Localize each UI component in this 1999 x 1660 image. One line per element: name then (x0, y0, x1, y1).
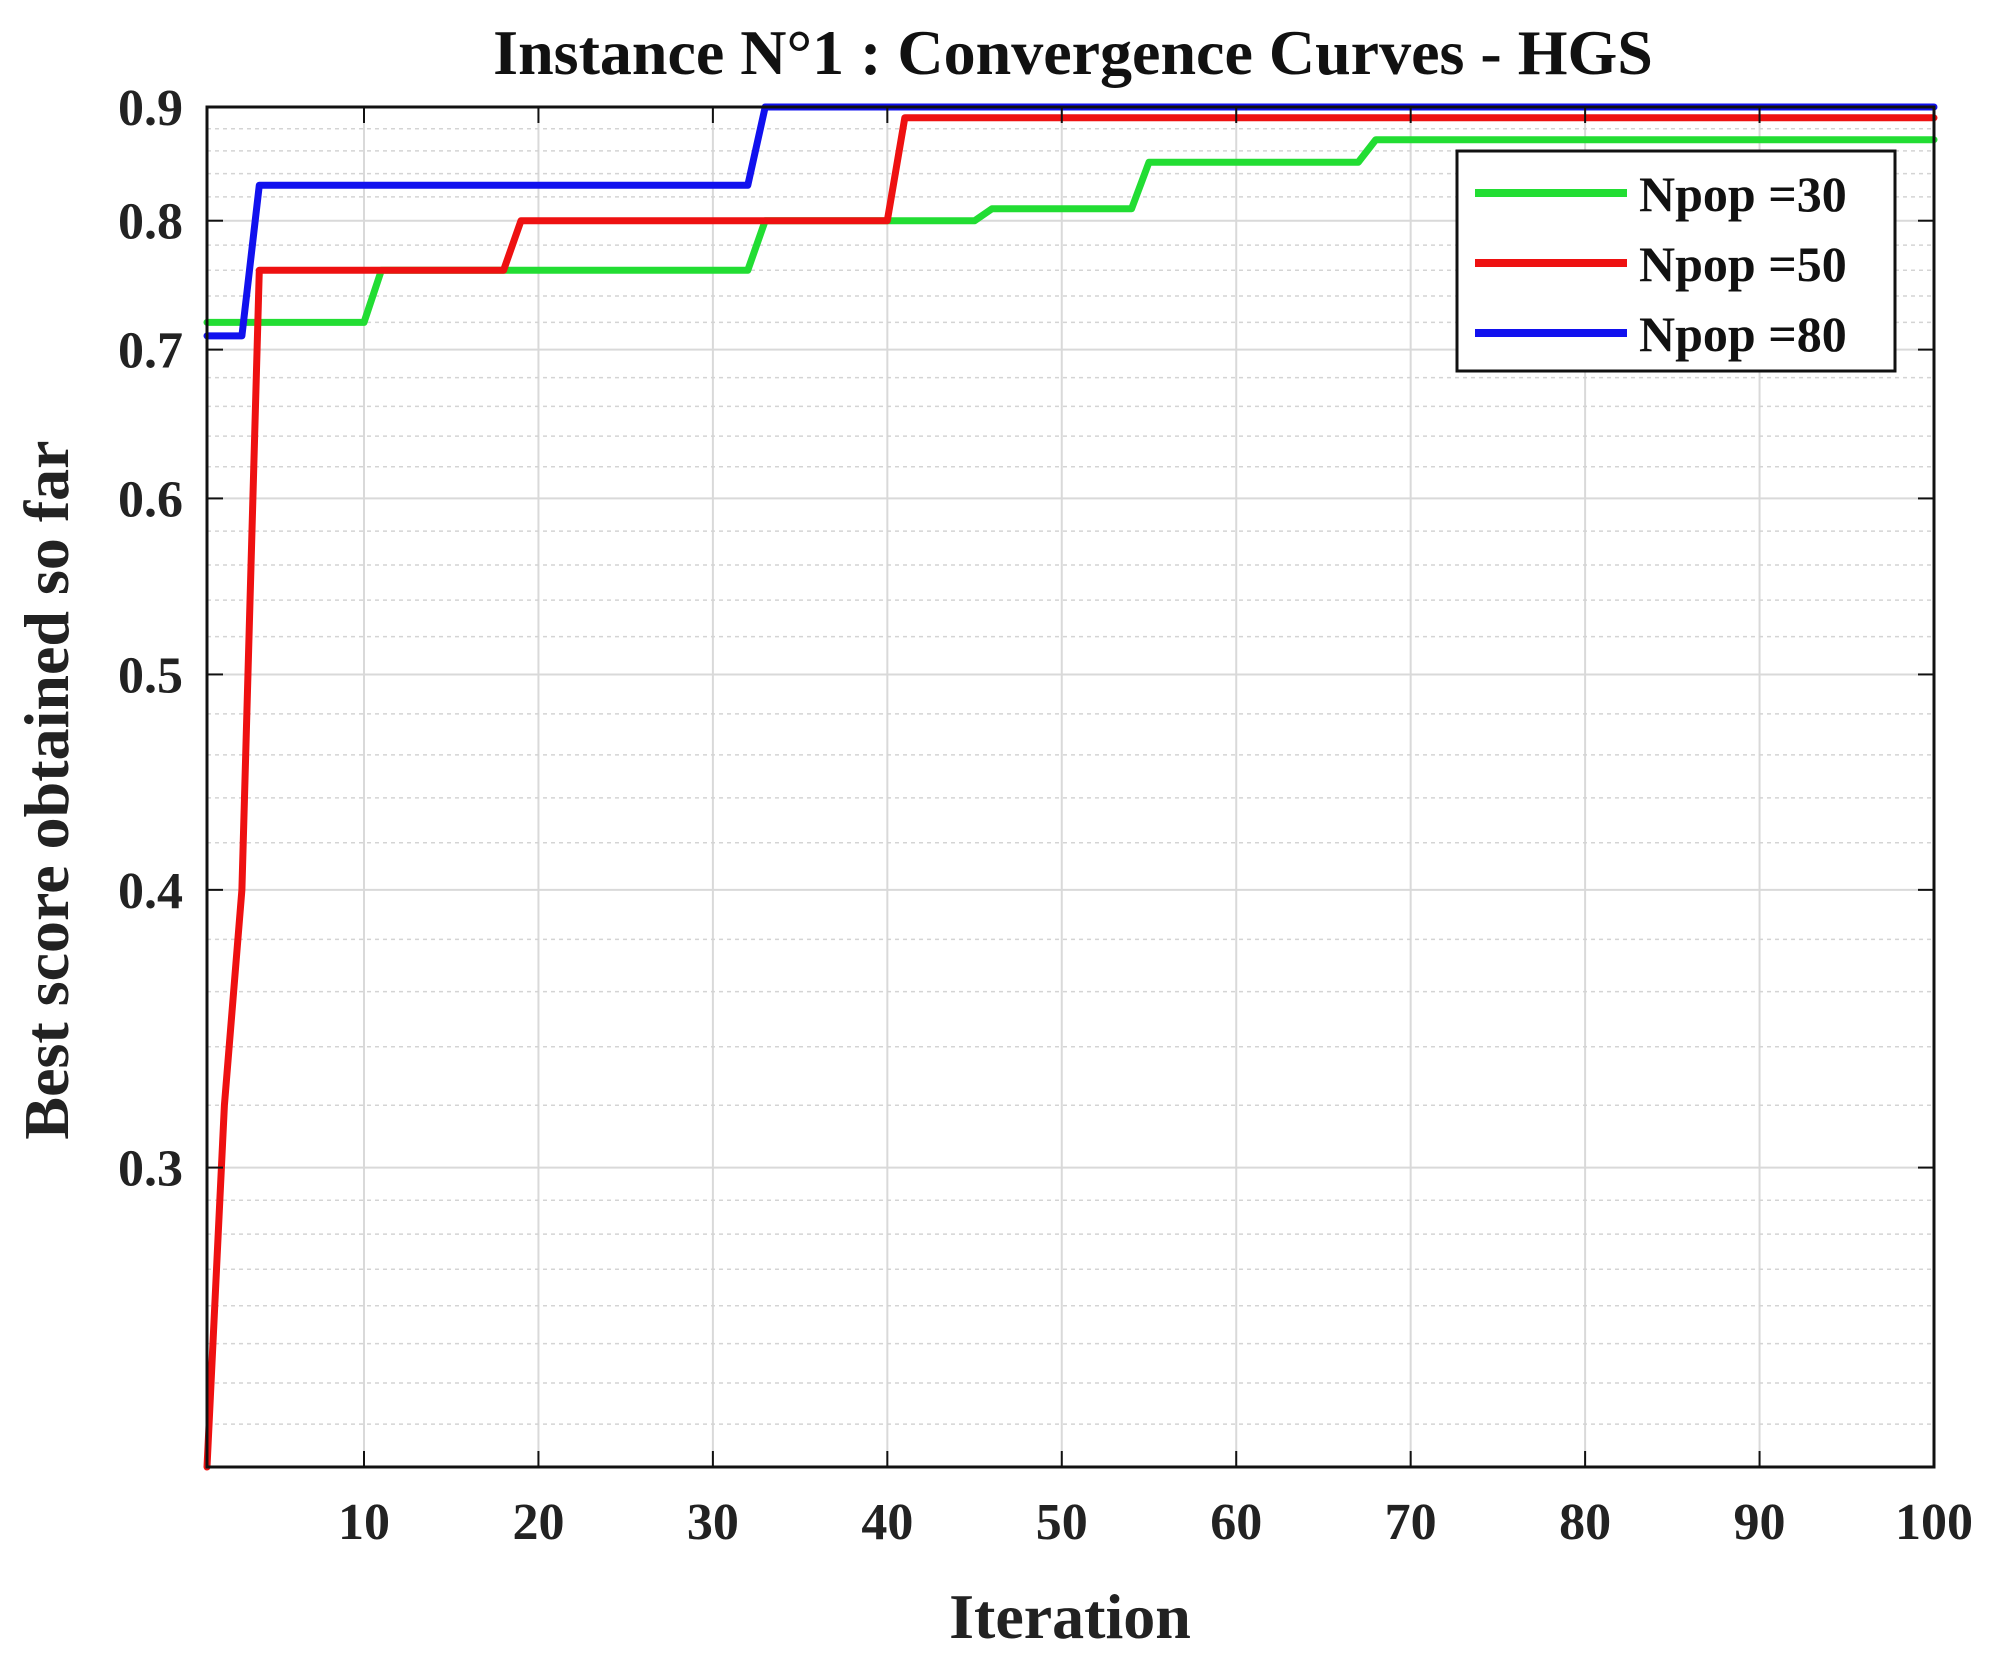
y-tick-label: 0.3 (118, 1141, 183, 1198)
legend-label: Npop =80 (1639, 306, 1847, 362)
x-tick-label: 80 (1559, 1494, 1611, 1551)
axis-ticks: 10 20 30 40 50 60 70 80 90 100 0.3 0.4 0.5 0.6 0.7 0.8 0… (118, 80, 1973, 1551)
y-tick-label: 0.6 (118, 471, 183, 528)
x-tick-label: 70 (1385, 1494, 1437, 1551)
legend-label: Npop =30 (1639, 166, 1847, 222)
x-axis-label: Iteration (949, 1581, 1191, 1652)
x-tick-label: 20 (512, 1494, 564, 1551)
y-tick-label: 0.8 (118, 194, 183, 251)
series-line-2 (203, 114, 1938, 1471)
legend-label: Npop =50 (1639, 236, 1847, 292)
series-line-1 (203, 136, 1938, 326)
x-tick-label: 30 (687, 1494, 739, 1551)
chart-title: Instance N°1 : Convergence Curves - HGS (493, 17, 1653, 88)
plot-frame (205, 105, 1936, 1469)
y-axis-label: Best score obtained so far (11, 440, 82, 1139)
y-tick-label: 0.9 (118, 80, 183, 137)
y-tick-label: 0.5 (118, 647, 183, 704)
x-tick-label: 10 (338, 1494, 390, 1551)
y-tick-label: 0.4 (118, 863, 183, 920)
x-tick-label: 100 (1895, 1494, 1973, 1551)
x-tick-label: 90 (1734, 1494, 1786, 1551)
legend: Npop =30 Npop =50 Npop =80 (1455, 149, 1897, 373)
y-tick-label: 0.7 (118, 323, 183, 380)
x-tick-label: 40 (861, 1494, 913, 1551)
x-tick-label: 50 (1036, 1494, 1088, 1551)
x-tick-label: 60 (1210, 1494, 1262, 1551)
